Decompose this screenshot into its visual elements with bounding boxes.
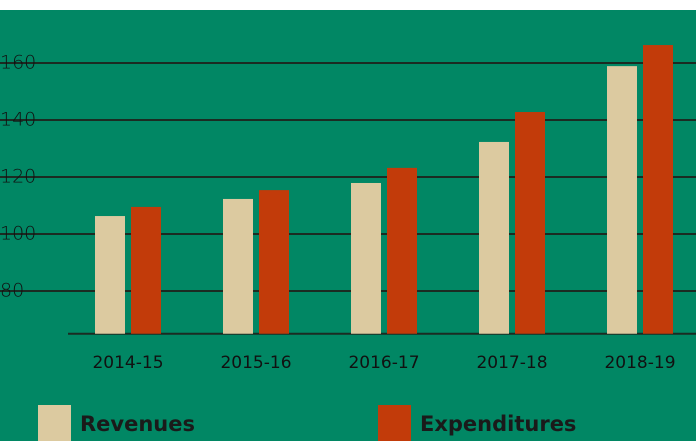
- bar: [607, 66, 637, 334]
- legend-swatch: [378, 405, 411, 441]
- bar: [351, 182, 381, 334]
- x-tick-label: 2017-18: [476, 353, 547, 373]
- x-tick-label: 2016-17: [348, 353, 419, 373]
- y-tick-label: 140: [0, 109, 36, 131]
- bar: [387, 167, 417, 334]
- legend-label: Expenditures: [420, 412, 576, 436]
- x-tick-label: 2018-19: [604, 353, 675, 373]
- bar: [259, 190, 289, 334]
- bar: [131, 206, 161, 334]
- y-tick-label: 120: [0, 166, 36, 188]
- x-tick-label: 2015-16: [220, 353, 291, 373]
- x-tick-label: 2014-15: [92, 353, 163, 373]
- bar: [95, 216, 125, 334]
- legend-swatch: [38, 405, 71, 441]
- legend-label: Revenues: [80, 412, 195, 436]
- y-tick-label: 80: [0, 280, 24, 302]
- bar: [223, 198, 253, 334]
- bar: [479, 141, 509, 334]
- y-tick-label: 160: [0, 52, 36, 74]
- y-tick-label: 100: [0, 223, 36, 245]
- bar: [515, 112, 545, 334]
- bar: [643, 45, 673, 334]
